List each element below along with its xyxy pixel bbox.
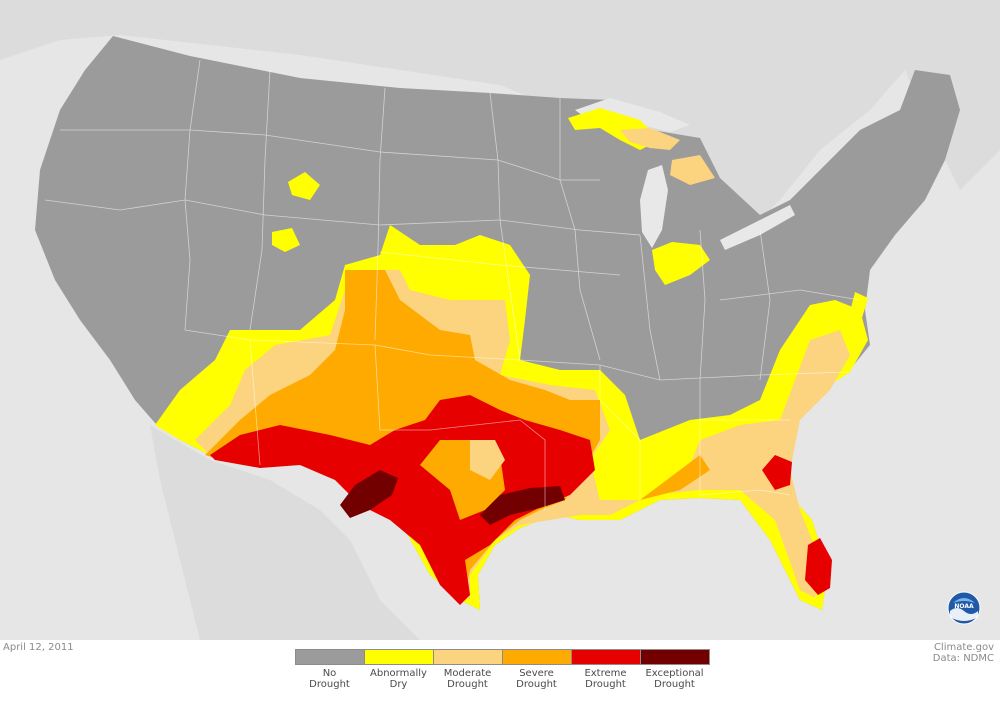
mexico-landmass — [150, 425, 420, 640]
legend-swatches — [295, 649, 710, 665]
legend-label-line2: Dry — [389, 679, 408, 690]
noaa-logo-icon: NOAA — [947, 591, 981, 629]
legend-swatch — [641, 649, 710, 665]
legend-label: Extreme Drought — [571, 668, 640, 690]
legend-label-line2: Drought — [447, 679, 488, 690]
abnormally-dry-indiana — [652, 242, 710, 285]
legend-labels: No Drought Abnormally Dry Moderate Drought Sev… — [295, 668, 710, 690]
legend-label: Exceptional Drought — [640, 668, 709, 690]
moderate-inset — [470, 440, 505, 480]
legend-label-line1: Moderate — [443, 668, 492, 679]
lake-michigan — [640, 165, 668, 248]
legend-label-line1: Severe — [519, 668, 554, 679]
moderate-michigan — [620, 128, 680, 150]
us-drought-map — [0, 0, 1000, 640]
credit-block: Climate.gov Data: NDMC — [933, 642, 994, 664]
legend-label-line2: Drought — [654, 679, 695, 690]
drought-layers — [155, 108, 868, 610]
legend-label: Abnormally Dry — [364, 668, 433, 690]
extreme-drought-region-georgia — [762, 455, 792, 490]
state-borders — [44, 59, 861, 510]
abnormally-dry-dc — [850, 292, 868, 318]
credit-source: Climate.gov — [933, 642, 994, 653]
map-date: April 12, 2011 — [3, 642, 74, 653]
extreme-drought-region-florida — [805, 538, 832, 595]
legend-label-line2: Drought — [585, 679, 626, 690]
legend-swatch — [295, 649, 365, 665]
map-area — [0, 0, 1000, 640]
noaa-logo-text: NOAA — [954, 603, 974, 610]
exceptional-drought-region-east — [480, 486, 565, 525]
canada-landmass — [0, 0, 1000, 240]
legend-label-line1: Abnormally — [370, 668, 427, 679]
legend-label-line1: Exceptional — [645, 668, 704, 679]
moderate-michigan-lower — [670, 155, 715, 185]
legend-label-line2: Drought — [516, 679, 557, 690]
abnormally-dry-wyoming — [288, 172, 320, 200]
exceptional-drought-region-west — [340, 470, 398, 518]
legend-label-line2: Drought — [309, 679, 350, 690]
legend-swatch — [365, 649, 434, 665]
severe-drought-region-gulf — [640, 455, 710, 500]
legend-swatch — [434, 649, 503, 665]
legend-label-line1: No — [322, 668, 337, 679]
legend-swatch — [503, 649, 572, 665]
legend-label: No Drought — [295, 668, 364, 690]
legend-label: Moderate Drought — [433, 668, 502, 690]
legend-swatch — [572, 649, 641, 665]
drought-legend: No Drought Abnormally Dry Moderate Drought Sev… — [295, 649, 710, 690]
legend-label-line1: Extreme — [584, 668, 627, 679]
abnormally-dry-colorado — [272, 228, 300, 252]
lake-erie — [720, 205, 795, 250]
legend-label: Severe Drought — [502, 668, 571, 690]
credit-data: Data: NDMC — [932, 653, 994, 664]
